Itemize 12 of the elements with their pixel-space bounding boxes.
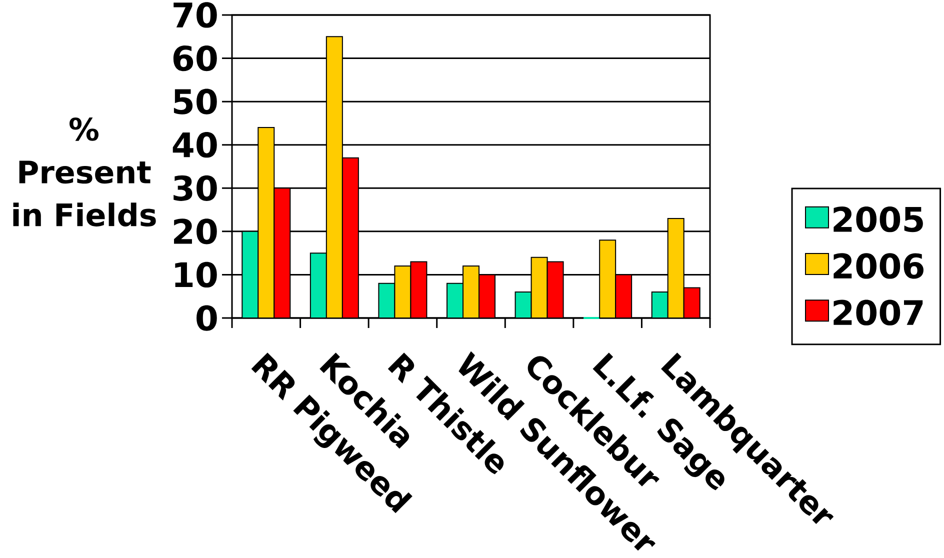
y-tick-label: 60 <box>173 45 217 72</box>
legend-label: 2006 <box>834 253 924 279</box>
legend-label: 2005 <box>834 206 923 232</box>
y-tick-label: 30 <box>174 175 217 201</box>
y-tick-label: 50 <box>174 88 217 114</box>
y-tick-label: 10 <box>175 262 217 288</box>
y-axis-title: % Present in Fields <box>13 117 156 227</box>
y-tick-label: 40 <box>172 132 217 158</box>
y-tick-label: 20 <box>174 218 217 244</box>
y-tick-label: 70 <box>174 2 217 28</box>
y-tick-label: 0 <box>196 305 217 331</box>
legend-label: 2007 <box>834 300 923 326</box>
